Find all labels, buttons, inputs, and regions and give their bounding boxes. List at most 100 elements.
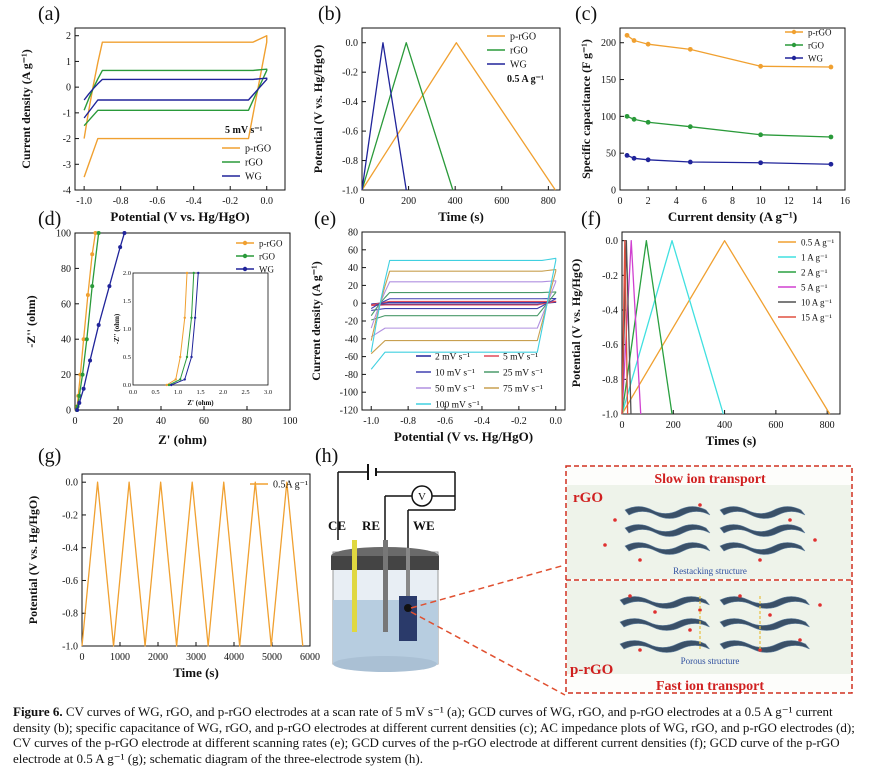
inset-y-label: -Z'' (ohm) bbox=[113, 313, 121, 344]
y-tick-label: -0.2 bbox=[342, 68, 358, 79]
panel-label: (h) bbox=[315, 445, 338, 467]
inset-point bbox=[185, 271, 189, 275]
legend-label: 75 mV s⁻¹ bbox=[503, 385, 543, 395]
legend-label: 0.5A g⁻¹ bbox=[273, 480, 308, 491]
nyquist-point bbox=[84, 337, 89, 342]
panel-a: -1.0 -0.8 -0.6 -0.4 -0.2 0.0 2 1 0 -1 -2 -3 -4 Potent… bbox=[19, 3, 286, 224]
cv-curve-p-rGO bbox=[83, 35, 268, 178]
y-tick-label: -0.4 bbox=[342, 97, 358, 108]
inset-y-tick: 0.0 bbox=[123, 382, 131, 389]
prgo-sheet bbox=[719, 618, 810, 631]
x-axis-label: Potential (V vs. Hg/HgO) bbox=[110, 209, 249, 224]
x-axis-label: Current density (A g⁻¹) bbox=[668, 209, 797, 224]
x-tick-label: 16 bbox=[840, 196, 850, 207]
y-tick-label: 2 bbox=[66, 31, 71, 42]
x-axis-label: Times (s) bbox=[706, 433, 757, 448]
ion-dot bbox=[818, 603, 822, 607]
nyquist-point bbox=[81, 337, 86, 342]
prgo-label: p-rGO bbox=[570, 662, 613, 678]
y-tick-label: -20 bbox=[345, 317, 358, 328]
x-tick-label: -0.2 bbox=[222, 196, 238, 207]
legend-label: rGO bbox=[259, 252, 275, 262]
legend-label: 15 A g⁻¹ bbox=[801, 313, 832, 323]
x-tick-label: 0.0 bbox=[550, 416, 563, 427]
rgo-sheet bbox=[719, 506, 806, 519]
y-tick-label: -0.8 bbox=[602, 375, 618, 386]
inset-point bbox=[190, 316, 193, 319]
panel-label: (b) bbox=[318, 3, 341, 25]
y-tick-label: 0.0 bbox=[66, 478, 79, 489]
y-tick-label: -100 bbox=[340, 388, 358, 399]
x-tick-label: 6 bbox=[702, 196, 707, 207]
inset-y-tick: 0.5 bbox=[123, 354, 131, 361]
gcd-curve-WG bbox=[361, 42, 407, 191]
y-tick-label: 100 bbox=[56, 229, 71, 240]
y-tick-label: -0.8 bbox=[62, 609, 78, 620]
legend-label: 5 A g⁻¹ bbox=[801, 283, 828, 293]
gcd-curve-p-rGO bbox=[361, 42, 556, 191]
legend-label: 5 mV s⁻¹ bbox=[503, 353, 538, 363]
voltmeter-label: V bbox=[418, 491, 426, 503]
cv-rate-curve bbox=[371, 300, 557, 307]
y-axis-label: Current density (A g⁻¹) bbox=[309, 261, 323, 380]
x-tick-label: 800 bbox=[541, 196, 556, 207]
x-tick-label: 200 bbox=[666, 420, 681, 431]
nyquist-point bbox=[90, 284, 95, 289]
inset-x-tick: 2.5 bbox=[241, 389, 249, 396]
y-tick-label: -1.0 bbox=[62, 642, 78, 653]
cv-rate-curve bbox=[370, 257, 557, 370]
panel-c: 0 2 4 6 8 10 12 14 16 200 150 100 50 0 Current density… bbox=[575, 3, 850, 224]
y-tick-label: -0.6 bbox=[62, 576, 78, 587]
legend-label: WG bbox=[510, 60, 527, 71]
capacitance-point bbox=[687, 46, 693, 52]
caption-label: Figure 6. bbox=[13, 704, 63, 719]
legend-label: 2 mV s⁻¹ bbox=[435, 353, 470, 363]
capacitance-point bbox=[631, 38, 637, 43]
y-tick-label: -4 bbox=[63, 186, 71, 197]
legend-label: p-rGO bbox=[245, 144, 271, 155]
x-tick-label: 0 bbox=[618, 196, 623, 207]
ion-dot bbox=[653, 610, 657, 614]
nyquist-inset: 0.0 0.5 1.0 1.5 2.0 2.5 3.0 2.0 1.5 1.0 0.5 0.0 Z' (… bbox=[113, 270, 272, 407]
inset-point bbox=[167, 383, 171, 387]
prgo-sheet bbox=[619, 618, 710, 631]
legend-marker bbox=[242, 266, 248, 272]
y-axis-label: Potential (V vs. Hg/HgO) bbox=[311, 45, 325, 173]
x-tick-label: 200 bbox=[401, 196, 416, 207]
prgo-bg bbox=[567, 581, 851, 674]
x-tick-label: 0 bbox=[80, 652, 85, 663]
fast-transport-label: Fast ion transport bbox=[656, 679, 764, 694]
gcd-rate-curve bbox=[621, 240, 673, 415]
rgo-sheet bbox=[719, 542, 806, 555]
nyquist-point bbox=[80, 372, 85, 377]
inset-x-tick: 3.0 bbox=[264, 389, 272, 396]
y-tick-label: 50 bbox=[606, 149, 616, 160]
y-tick-label: -40 bbox=[345, 334, 358, 345]
ce-label: CE bbox=[328, 518, 346, 533]
x-axis-label: Z' (ohm) bbox=[158, 432, 207, 447]
nyquist-point bbox=[96, 323, 101, 328]
current-annotation: 0.5 A g⁻¹ bbox=[507, 74, 544, 85]
capacitance-point bbox=[645, 119, 651, 125]
y-tick-label: -0.2 bbox=[62, 510, 78, 521]
legend-label: WG bbox=[245, 172, 262, 183]
x-tick-label: -0.4 bbox=[186, 196, 202, 207]
slow-transport-label: Slow ion transport bbox=[654, 472, 766, 487]
cv-rate-curve bbox=[370, 291, 557, 321]
capacitance-line-WG bbox=[626, 154, 831, 165]
inset-x-tick: 1.5 bbox=[196, 389, 204, 396]
panel-label: (e) bbox=[314, 208, 336, 230]
y-tick-label: -0.2 bbox=[602, 271, 618, 282]
porous-label: Porous structure bbox=[681, 656, 740, 666]
rgo-sheet bbox=[624, 524, 711, 537]
panel-label: (c) bbox=[575, 3, 597, 25]
inset-y-tick: 2.0 bbox=[123, 270, 131, 277]
cv-rate-curve bbox=[371, 301, 557, 305]
legend-label: WG bbox=[808, 54, 823, 64]
legend-label: p-rGO bbox=[808, 28, 832, 38]
nyquist-point bbox=[75, 408, 80, 412]
legend-label: p-rGO bbox=[259, 239, 283, 249]
inset-frame bbox=[132, 272, 269, 386]
rgo-sheet bbox=[624, 542, 711, 555]
inset-point bbox=[192, 271, 195, 275]
